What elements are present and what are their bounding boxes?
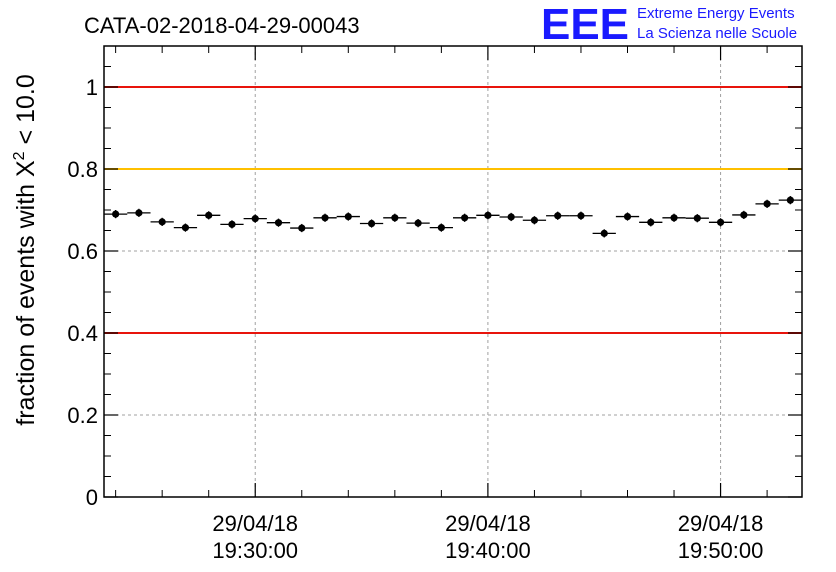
y-tick-label-5: 1 [86, 75, 98, 100]
logo-mark: EEE [541, 0, 629, 49]
reference-lines [104, 86, 802, 334]
data-point [205, 211, 213, 219]
data-point [693, 214, 701, 222]
data-point [577, 212, 585, 220]
y-tick-label-2: 0.4 [67, 321, 98, 346]
data-point [298, 224, 306, 232]
data-point [112, 210, 120, 218]
x-tick-date-2: 29/04/18 [678, 511, 764, 536]
y-tick-label-4: 0.8 [67, 157, 98, 182]
data-point [600, 229, 608, 237]
data-point [135, 209, 143, 217]
data-point [228, 220, 236, 228]
data-point [344, 212, 352, 221]
x-tick-time-0: 19:30:00 [212, 538, 298, 563]
data-point [530, 216, 539, 224]
plot-frame [103, 45, 803, 498]
y-label-sup: 2 [11, 151, 28, 160]
data-points [104, 196, 802, 238]
data-point [786, 196, 794, 204]
grid-layer [104, 46, 802, 497]
data-point [461, 214, 469, 222]
logo-line-2: La Scienza nelle Scuole [637, 25, 797, 42]
chart-title: CATA-02-2018-04-29-00043 [84, 13, 360, 38]
data-point [763, 200, 771, 208]
data-point [554, 212, 562, 220]
data-point [670, 214, 678, 222]
data-point [740, 211, 748, 219]
logo-line-1: Extreme Energy Events [637, 5, 795, 22]
y-label-prefix: fraction of events with X [12, 160, 40, 426]
data-point [437, 224, 445, 232]
data-point [251, 215, 259, 223]
data-point [274, 219, 283, 227]
x-tick-date-0: 29/04/18 [212, 511, 298, 536]
y-tick-label-1: 0.2 [67, 403, 98, 428]
data-point [391, 214, 399, 222]
data-point [716, 218, 725, 226]
data-point [484, 211, 492, 219]
y-label-suffix: < 10.0 [12, 74, 40, 151]
data-point [321, 214, 329, 222]
eee-logo: EEE Extreme Energy Events La Scienza nel… [541, 0, 797, 49]
data-point [367, 219, 376, 228]
x-tick-time-1: 19:40:00 [445, 538, 531, 563]
x-tick-time-2: 19:50:00 [678, 538, 764, 563]
data-point [623, 212, 632, 221]
y-tick-label-0: 0 [86, 485, 98, 510]
y-axis-label: fraction of events with X2 < 10.0 [11, 74, 40, 425]
x-tick-date-1: 29/04/18 [445, 511, 531, 536]
data-point [507, 213, 515, 221]
axis-ticks: 00.20.40.60.8129/04/1819:30:0029/04/1819… [67, 46, 802, 563]
data-point [647, 218, 655, 226]
data-point [158, 218, 166, 226]
y-tick-label-3: 0.6 [67, 239, 98, 264]
data-point [414, 219, 422, 227]
data-point [181, 224, 190, 232]
